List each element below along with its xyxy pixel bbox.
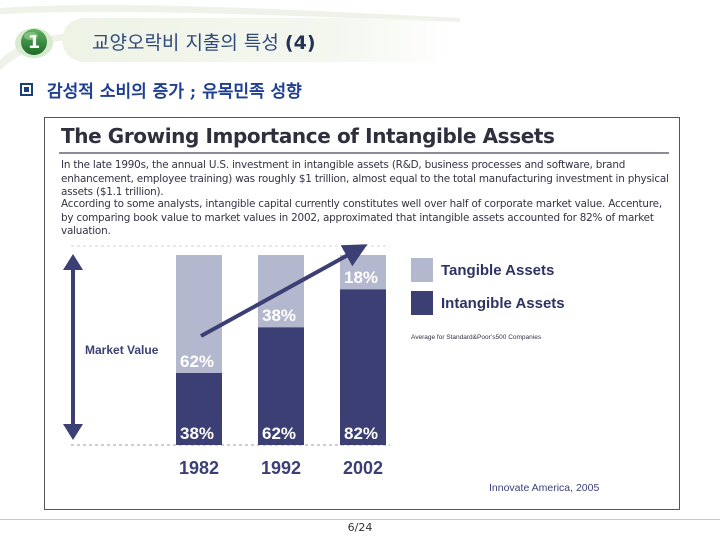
slide-title-text: 교양오락비 지출의 특성 xyxy=(92,32,285,54)
data-label-2002-intangible: 82% xyxy=(344,424,378,443)
category-label-1992: 1992 xyxy=(261,458,301,478)
slide-title: 교양오락비 지출의 특성 (4) xyxy=(92,28,316,55)
legend-label-tangible: Tangible Assets xyxy=(441,262,554,279)
legend-label-intangible: Intangible Assets xyxy=(441,295,565,312)
figure-credit: Innovate America, 2005 xyxy=(489,482,600,494)
data-label-1992-tangible: 38% xyxy=(262,306,296,325)
bar-segment-1982-tangible xyxy=(176,255,222,373)
legend-swatch-tangible xyxy=(411,258,433,282)
figure-paragraph-1: In the late 1990s, the annual U.S. inves… xyxy=(61,159,669,199)
footer-divider xyxy=(0,519,720,520)
stacked-bar-chart: Market Value 38% 62% 62% 38% 82% 18% 1982 1992… xyxy=(63,244,565,478)
data-label-2002-tangible: 18% xyxy=(344,268,378,287)
slide-title-suffix: (4) xyxy=(284,32,316,54)
data-label-1992-intangible: 62% xyxy=(262,424,296,443)
market-value-label: Market Value xyxy=(85,343,159,357)
figure-paragraph-2: According to some analysts, intangible c… xyxy=(61,198,662,238)
section-number-badge: 1 xyxy=(14,24,54,60)
title-bar-background xyxy=(62,18,452,62)
bullet-text: 감성적 소비의 증가 ; 유목민족 성향 xyxy=(47,81,302,102)
market-value-arrow xyxy=(63,254,83,440)
figure-divider xyxy=(59,152,669,154)
embedded-figure: The Growing Importance of Intangible Ass… xyxy=(44,117,680,510)
category-label-1982: 1982 xyxy=(179,458,219,478)
page-number: 6/24 xyxy=(347,521,373,534)
badge-number: 1 xyxy=(27,31,41,53)
trend-arrow-icon xyxy=(200,244,368,338)
bar-segment-1982-intangible xyxy=(176,372,222,445)
data-label-1982-tangible: 62% xyxy=(180,352,214,371)
bar-segment-2002-intangible xyxy=(340,289,386,445)
bar-segment-1992-intangible xyxy=(258,327,304,445)
figure-title: The Growing Importance of Intangible Ass… xyxy=(61,124,555,148)
data-label-1982-intangible: 38% xyxy=(180,424,214,443)
checkbox-bullet-icon xyxy=(20,82,33,96)
legend-swatch-intangible xyxy=(411,291,433,315)
category-label-2002: 2002 xyxy=(343,458,383,478)
legend-note: Average for Standard&Poor’s500 Companies xyxy=(411,334,542,341)
bullet-item: 감성적 소비의 증가 ; 유목민족 성향 xyxy=(20,76,302,102)
badge-shape-icon xyxy=(15,28,53,58)
